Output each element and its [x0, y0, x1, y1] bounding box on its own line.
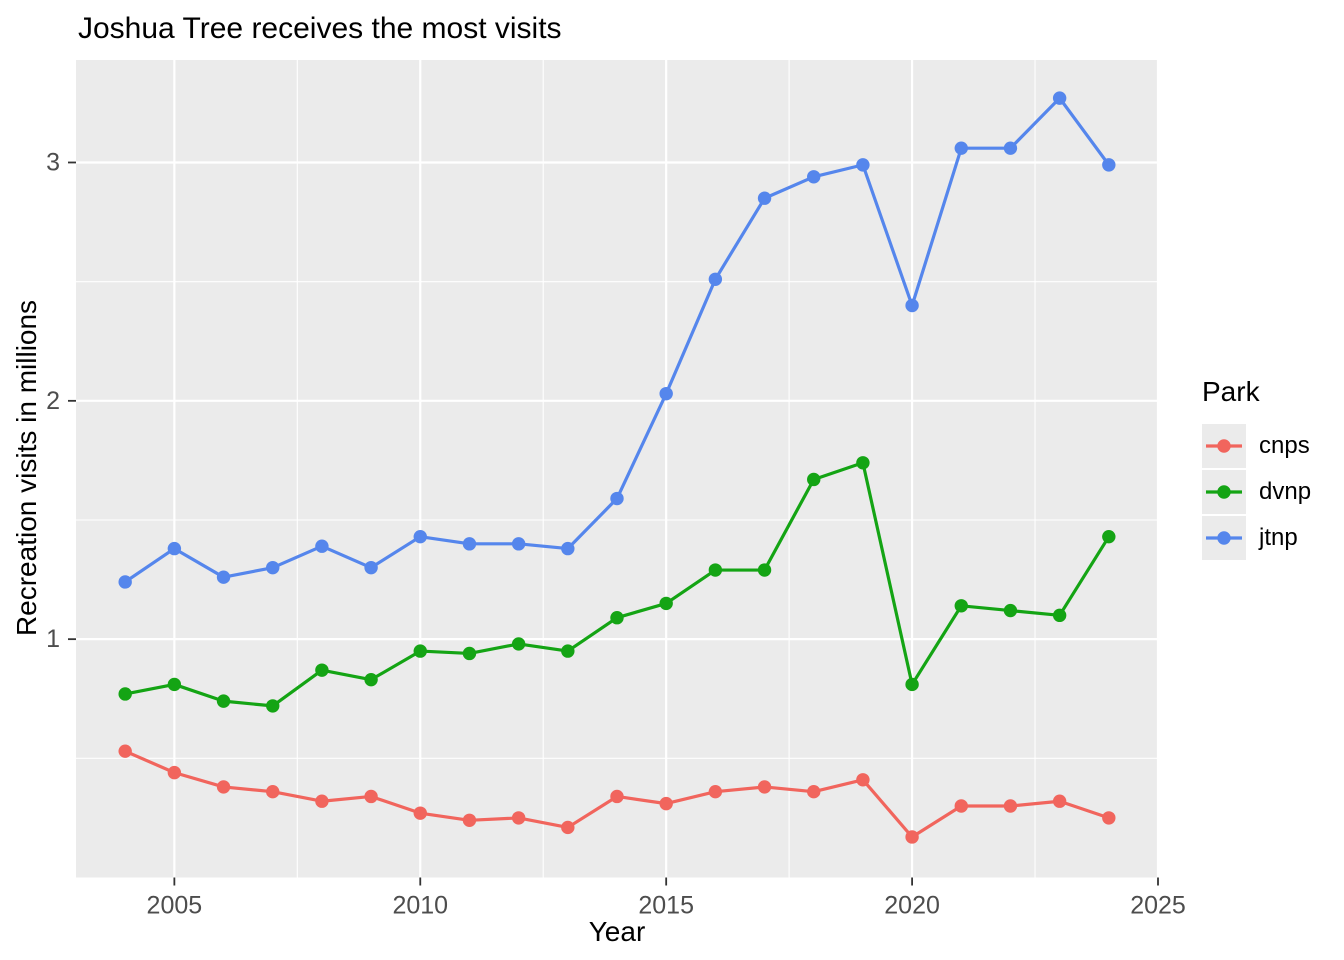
y-tick-label: 1 [46, 625, 60, 653]
data-point-jtnp [807, 170, 821, 184]
data-point-cnps [561, 820, 575, 835]
data-point-cnps [610, 789, 624, 804]
legend-item-label: jtnp [1259, 524, 1298, 551]
data-point-dvnp [118, 687, 132, 701]
x-tick-label: 2020 [884, 892, 940, 920]
data-point-dvnp [561, 644, 575, 658]
data-point-cnps [905, 830, 919, 844]
data-point-jtnp [1052, 91, 1067, 105]
data-point-cnps [708, 784, 723, 799]
data-point-jtnp [905, 298, 919, 313]
data-point-jtnp [364, 560, 378, 575]
data-point-dvnp [610, 611, 624, 625]
legend-item-cnps: cnps [1202, 424, 1311, 468]
x-tick-label: 2015 [638, 892, 694, 920]
data-point-jtnp [954, 141, 968, 155]
data-point-dvnp [266, 699, 280, 713]
data-point-jtnp [413, 529, 427, 544]
legend-items: cnps dvnp jtnp [1202, 424, 1311, 560]
data-point-dvnp [216, 694, 231, 708]
data-point-dvnp [364, 672, 378, 687]
data-point-dvnp [659, 596, 673, 611]
data-point-cnps [1003, 799, 1018, 813]
data-point-dvnp [905, 677, 919, 692]
data-point-jtnp [167, 541, 182, 556]
y-tick-label: 3 [46, 148, 60, 176]
legend-item-label: dvnp [1259, 478, 1312, 505]
y-tick-label: 2 [46, 387, 60, 415]
data-point-jtnp [561, 541, 575, 556]
data-point-dvnp [462, 646, 477, 661]
data-point-cnps [757, 780, 772, 794]
legend: Park cnps dvnp jtnp [1202, 376, 1311, 562]
data-point-jtnp [266, 560, 280, 575]
data-point-cnps [462, 813, 477, 827]
data-point-dvnp [1102, 529, 1116, 544]
data-point-dvnp [1052, 608, 1067, 623]
data-point-jtnp [856, 158, 870, 172]
data-point-dvnp [1003, 603, 1018, 618]
data-point-cnps [167, 765, 182, 780]
data-point-dvnp [708, 563, 723, 577]
legend-item-dvnp: dvnp [1202, 470, 1311, 514]
y-axis-title: Recreation visits in millions [11, 299, 42, 637]
data-point-cnps [807, 784, 821, 799]
data-point-jtnp [659, 386, 673, 401]
data-point-dvnp [856, 456, 870, 470]
data-point-jtnp [708, 272, 723, 286]
data-point-jtnp [216, 570, 231, 584]
chart-title: Joshua Tree receives the most visits [78, 12, 562, 45]
data-point-cnps [856, 773, 870, 787]
data-point-jtnp [118, 575, 132, 589]
data-point-dvnp [757, 563, 772, 577]
data-point-cnps [266, 784, 280, 799]
data-point-cnps [511, 811, 526, 825]
data-point-dvnp [167, 677, 182, 692]
data-point-dvnp [315, 663, 329, 677]
data-point-cnps [1102, 811, 1116, 825]
data-point-dvnp [511, 637, 526, 651]
legend-item-jtnp: jtnp [1202, 516, 1311, 560]
data-point-jtnp [1003, 141, 1018, 155]
data-point-cnps [413, 806, 427, 820]
data-point-dvnp [807, 472, 821, 487]
legend-key-icon [1202, 424, 1246, 468]
legend-key-icon [1202, 516, 1246, 560]
data-point-jtnp [462, 537, 477, 551]
plot-panel [76, 60, 1158, 878]
data-point-jtnp [315, 539, 329, 553]
data-point-cnps [315, 794, 329, 808]
data-point-jtnp [511, 537, 526, 551]
data-point-dvnp [954, 599, 968, 613]
data-point-cnps [364, 789, 378, 804]
x-tick-label: 2005 [147, 892, 203, 920]
data-point-cnps [1052, 794, 1067, 808]
data-point-dvnp [413, 644, 427, 658]
x-tick-label: 2025 [1130, 892, 1186, 920]
legend-title: Park [1202, 376, 1260, 407]
data-point-jtnp [1102, 158, 1116, 172]
data-point-cnps [118, 744, 132, 758]
x-axis-title: Year [588, 916, 646, 947]
data-point-cnps [954, 799, 968, 813]
data-point-cnps [659, 796, 673, 811]
legend-key-icon [1202, 470, 1246, 514]
data-point-jtnp [757, 191, 772, 205]
x-tick-label: 2010 [392, 892, 448, 920]
data-point-cnps [216, 780, 231, 794]
data-point-jtnp [610, 491, 624, 506]
legend-item-label: cnps [1259, 432, 1310, 459]
